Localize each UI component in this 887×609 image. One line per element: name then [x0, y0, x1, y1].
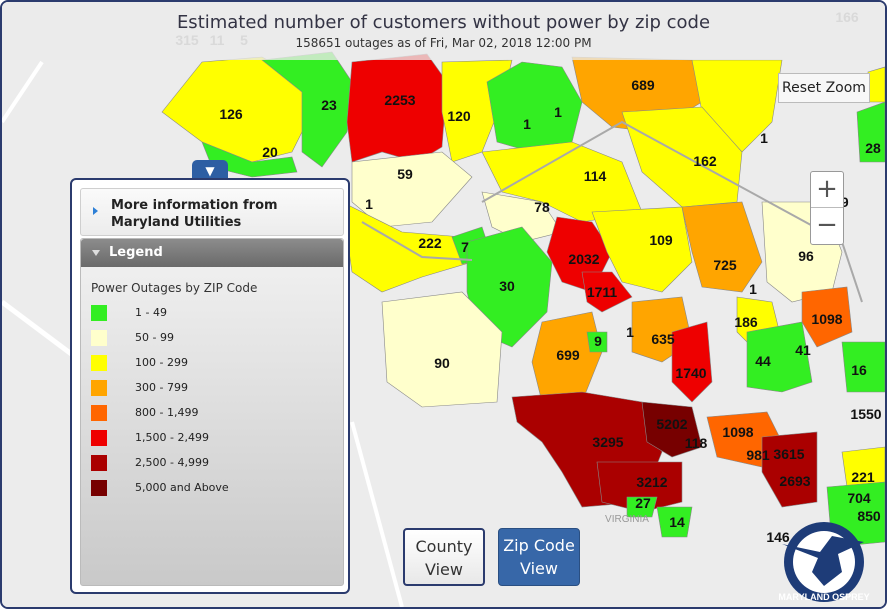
zip-value: 28	[865, 140, 881, 156]
zip-value: 16	[851, 362, 867, 378]
zip-value: 78	[534, 199, 550, 215]
map-header: Estimated number of customers without po…	[2, 2, 885, 60]
legend-swatch	[91, 405, 107, 421]
zip-value: 1098	[811, 311, 842, 327]
zip-value: 9	[594, 333, 602, 349]
zip-value: 1740	[675, 365, 706, 381]
legend-section: Legend Power Outages by ZIP Code 1 - 49 …	[80, 238, 344, 586]
legend-swatch	[91, 455, 107, 471]
zip-value: 41	[795, 342, 811, 358]
legend-title: Legend	[109, 245, 163, 260]
county-view-line1: County	[415, 537, 473, 556]
map-subtitle: 158651 outages as of Fri, Mar 02, 2018 1…	[295, 36, 592, 50]
zip-value: 725	[713, 257, 737, 273]
zip-value: 90	[434, 355, 450, 371]
zip-value: 1711	[587, 284, 618, 300]
legend-label: 800 - 1,499	[135, 406, 199, 419]
reset-zoom-button[interactable]: Reset Zoom	[778, 73, 870, 103]
zoom-out-button[interactable]: −	[816, 210, 838, 240]
zip-value: 44	[755, 353, 771, 369]
legend-label: 50 - 99	[135, 331, 174, 344]
zip-value: 221	[851, 469, 875, 485]
zip-value: 2032	[568, 251, 599, 267]
zip-value: 699	[556, 347, 580, 363]
zip-regions[interactable]	[161, 51, 885, 548]
legend-swatch	[91, 330, 107, 346]
osprey-logo: MARYLAND OSPREY	[778, 522, 870, 602]
legend-caption: Power Outages by ZIP Code	[91, 281, 258, 295]
zip-value: 20	[262, 144, 278, 160]
panel-toggle-button[interactable]: ▼	[192, 160, 228, 182]
legend-header[interactable]: Legend	[81, 239, 343, 267]
legend-label: 5,000 and Above	[135, 481, 229, 494]
zoom-in-button[interactable]: +	[811, 172, 843, 208]
zip-value: 850	[857, 508, 881, 524]
zip-value: 1	[554, 104, 562, 120]
zip-value: 7	[461, 239, 469, 255]
zip-value: 186	[734, 314, 758, 330]
legend-label: 1 - 49	[135, 306, 167, 319]
legend-label: 300 - 799	[135, 381, 188, 394]
zip-value: 146	[766, 529, 790, 545]
map-title: Estimated number of customers without po…	[176, 12, 711, 33]
legend-swatch	[91, 355, 107, 371]
zip-value: 222	[418, 235, 442, 251]
zip-value: 981	[746, 447, 770, 463]
info-panel: More information from Maryland Utilities…	[70, 178, 350, 594]
zip-value: 162	[693, 153, 717, 169]
legend-swatch	[91, 480, 107, 496]
legend-swatch	[91, 380, 107, 396]
county-view-button[interactable]: County View	[403, 528, 485, 586]
zip-value: 30	[499, 278, 515, 294]
more-info-label: More information from Maryland Utilities	[111, 198, 278, 230]
more-info-accordion[interactable]: More information from Maryland Utilities	[80, 188, 344, 236]
zip-value: 5202	[656, 416, 687, 432]
zip-value: 114	[584, 168, 607, 184]
zip-value: 3615	[773, 446, 804, 462]
zip-value: 126	[219, 106, 243, 122]
zip-value: 120	[447, 108, 471, 124]
logo-text: MARYLAND OSPREY	[778, 592, 869, 602]
zip-value: 2253	[384, 92, 415, 108]
zoom-control: + −	[810, 171, 844, 245]
zip-value: 1550	[850, 406, 881, 422]
zip-value: 1	[760, 130, 768, 146]
zip-view-line2: View	[520, 559, 558, 578]
zip-value: 2693	[779, 473, 810, 489]
zip-value: 14	[669, 514, 685, 530]
county-view-line2: View	[425, 560, 463, 579]
expand-arrow-icon	[93, 207, 98, 215]
zip-value: 109	[649, 232, 673, 248]
zip-value: 3212	[636, 474, 667, 490]
zip-value: 59	[397, 166, 413, 182]
zip-value: 27	[635, 495, 651, 511]
legend-label: 100 - 299	[135, 356, 188, 369]
zip-value: 96	[798, 248, 814, 264]
osprey-bird-icon	[782, 536, 864, 586]
region-label-virginia: VIRGINIA	[605, 514, 649, 525]
zip-value: 635	[651, 331, 675, 347]
legend-swatch	[91, 305, 107, 321]
zip-value: 689	[631, 77, 655, 93]
zip-value: 1	[626, 324, 634, 340]
legend-label: 2,500 - 4,999	[135, 456, 209, 469]
zip-value: 1098	[722, 424, 753, 440]
legend-swatch	[91, 430, 107, 446]
zip-value: 1	[523, 116, 531, 132]
zip-labels: 2253 126 23 120 1 1 689 20 59 114 162 1 …	[175, 9, 881, 545]
collapse-arrow-icon	[92, 250, 100, 256]
zip-value: 704	[847, 490, 871, 506]
zip-view-line1: Zip Code	[503, 536, 575, 555]
zip-value: 3295	[592, 434, 623, 450]
zip-value: 118	[685, 435, 708, 451]
zip-value: 1	[749, 281, 757, 297]
legend-label: 1,500 - 2,499	[135, 431, 209, 444]
zip-code-view-button[interactable]: Zip Code View	[498, 528, 580, 586]
zip-value: 1	[365, 196, 373, 212]
zip-value: 23	[321, 97, 337, 113]
